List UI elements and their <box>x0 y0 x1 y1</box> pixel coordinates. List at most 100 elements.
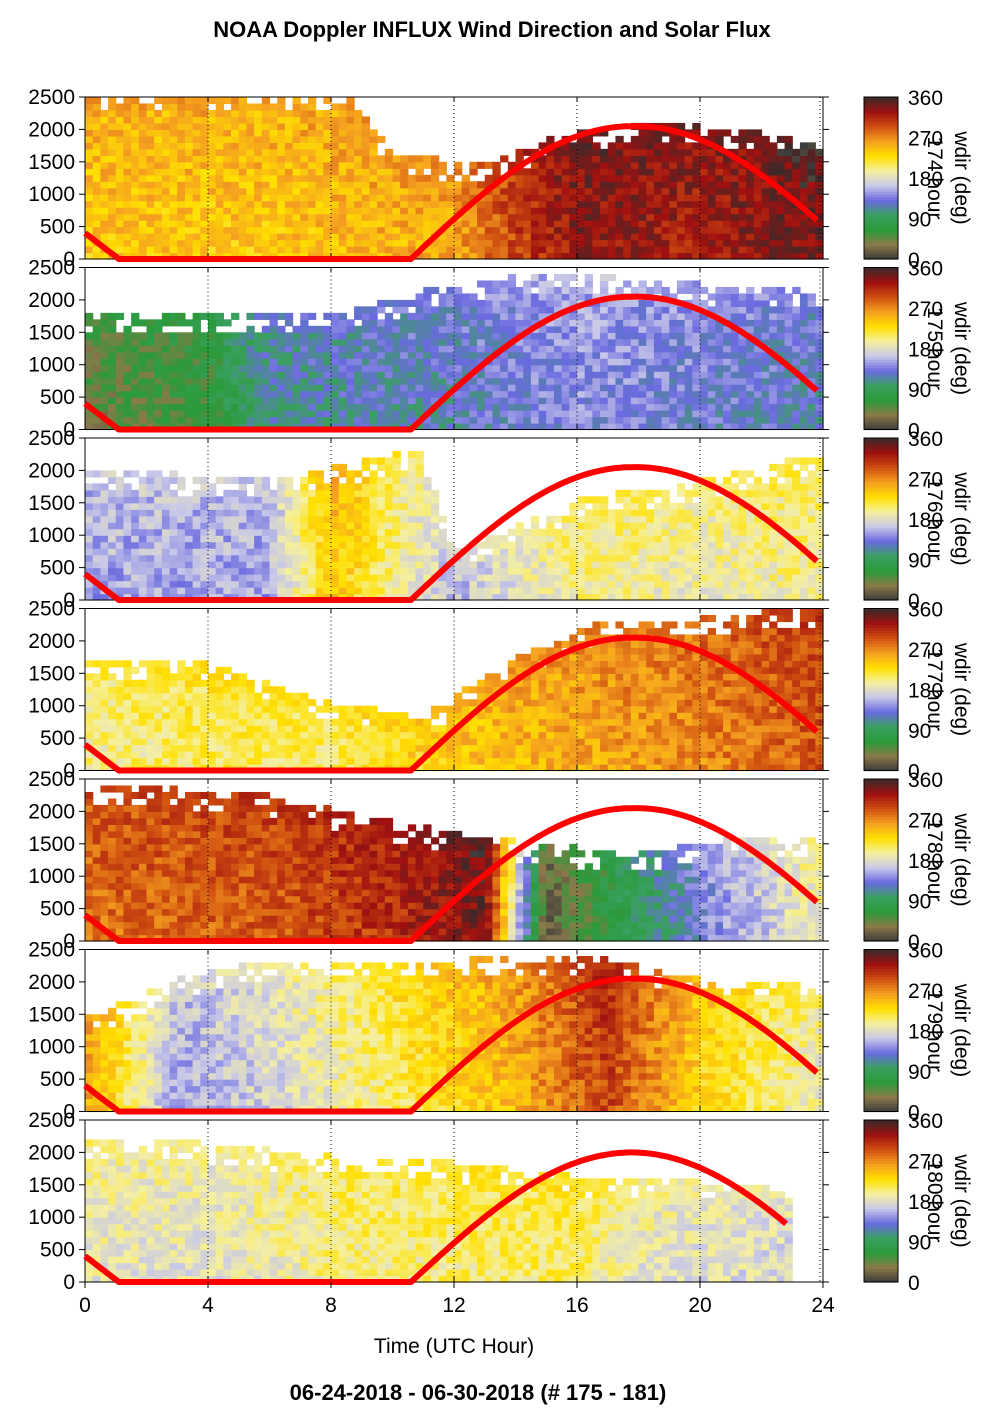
heatmap-cell <box>223 200 232 208</box>
heatmap-cell <box>769 358 778 366</box>
heatmap-cell <box>776 377 786 385</box>
heatmap-cell <box>346 528 355 536</box>
heatmap-cell <box>538 213 547 221</box>
heatmap-cell <box>676 142 686 150</box>
heatmap-cell <box>261 410 271 418</box>
heatmap-cell <box>784 338 793 346</box>
heatmap-cell <box>600 155 609 163</box>
heatmap-cell <box>377 299 386 307</box>
heatmap-cell <box>346 509 355 517</box>
heatmap-cell <box>223 371 232 379</box>
heatmap-cell <box>215 580 224 588</box>
heatmap-cell <box>623 306 632 314</box>
heatmap-cell <box>669 332 678 340</box>
heatmap-cell <box>700 423 709 431</box>
heatmap-cell <box>684 155 693 163</box>
heatmap-cell <box>238 174 248 182</box>
heatmap-cell <box>569 239 578 247</box>
heatmap-cell <box>600 312 609 320</box>
heatmap-cell <box>223 390 232 398</box>
heatmap-cell <box>238 476 248 484</box>
heatmap-cell <box>438 312 447 320</box>
heatmap-cell <box>338 246 347 254</box>
heatmap-cell <box>653 312 663 320</box>
heatmap-cell <box>346 168 355 176</box>
heatmap-cell <box>630 384 640 392</box>
heatmap-cell <box>438 358 447 366</box>
heatmap-cell <box>515 423 524 431</box>
heatmap-cell <box>392 220 401 228</box>
heatmap-cell <box>269 246 278 254</box>
heatmap-cell <box>569 410 578 418</box>
heatmap-cell <box>284 358 294 366</box>
heatmap-cell <box>784 423 793 431</box>
heatmap-cell <box>723 364 732 372</box>
heatmap-cell <box>584 358 593 366</box>
heatmap-cell <box>269 116 278 124</box>
heatmap-cell <box>123 332 132 340</box>
heatmap-cell <box>738 390 747 398</box>
heatmap-cell <box>154 554 163 562</box>
heatmap-cell <box>615 142 624 150</box>
heatmap-cell <box>277 574 286 582</box>
heatmap-cell <box>538 325 547 333</box>
heatmap-cell <box>407 384 417 392</box>
heatmap-cell <box>85 200 94 208</box>
heatmap-cell <box>553 293 563 301</box>
heatmap-cell <box>315 509 324 517</box>
heatmap-cell <box>415 200 424 208</box>
heatmap-cell <box>200 155 209 163</box>
heatmap-cell <box>369 135 378 143</box>
heatmap-cell <box>123 155 132 163</box>
heatmap-cell <box>653 390 663 398</box>
heatmap-cell <box>461 416 470 424</box>
heatmap-cell <box>569 397 578 405</box>
heatmap-cell <box>246 116 255 124</box>
heatmap-cell <box>384 358 394 366</box>
heatmap-cell <box>354 384 363 392</box>
heatmap-cell <box>231 416 240 424</box>
heatmap-cell <box>684 220 693 228</box>
heatmap-cell <box>461 226 470 234</box>
heatmap-cell <box>131 358 140 366</box>
heatmap-cell <box>115 528 125 536</box>
heatmap-cell <box>346 476 355 484</box>
heatmap-cell <box>515 325 524 333</box>
heatmap-cell <box>415 226 424 234</box>
heatmap-cell <box>146 371 155 379</box>
colorbar-segment <box>864 153 898 157</box>
heatmap-cell <box>477 397 486 405</box>
colorbar-segment <box>864 340 898 344</box>
heatmap-cell <box>646 200 655 208</box>
heatmap-cell <box>161 535 171 543</box>
heatmap-cell <box>738 181 747 189</box>
heatmap-cell <box>154 187 163 195</box>
heatmap-cell <box>730 410 740 418</box>
heatmap-cell <box>369 390 378 398</box>
heatmap-cell <box>461 220 470 228</box>
heatmap-cell <box>377 174 386 182</box>
heatmap-cell <box>123 213 132 221</box>
colorbar-segment <box>864 281 898 285</box>
heatmap-cell <box>284 371 294 379</box>
heatmap-cell <box>146 161 155 169</box>
heatmap-cell <box>753 142 763 150</box>
heatmap-cell <box>138 116 148 124</box>
heatmap-cell <box>623 200 632 208</box>
heatmap-cell <box>769 286 778 295</box>
heatmap-cell <box>354 496 363 504</box>
heatmap-cell <box>123 470 132 478</box>
heatmap-cell <box>384 561 394 569</box>
heatmap-cell <box>354 338 363 346</box>
heatmap-cell <box>392 246 401 254</box>
heatmap-cell <box>315 109 324 118</box>
heatmap-cell <box>92 593 101 601</box>
heatmap-cell <box>200 535 209 543</box>
heatmap-cell <box>454 181 463 189</box>
heatmap-cell <box>638 325 647 333</box>
heatmap-cell <box>284 161 294 169</box>
heatmap-cell <box>500 239 509 247</box>
heatmap-cell <box>684 252 693 260</box>
heatmap-cell <box>208 325 217 333</box>
heatmap-cell <box>446 181 455 189</box>
